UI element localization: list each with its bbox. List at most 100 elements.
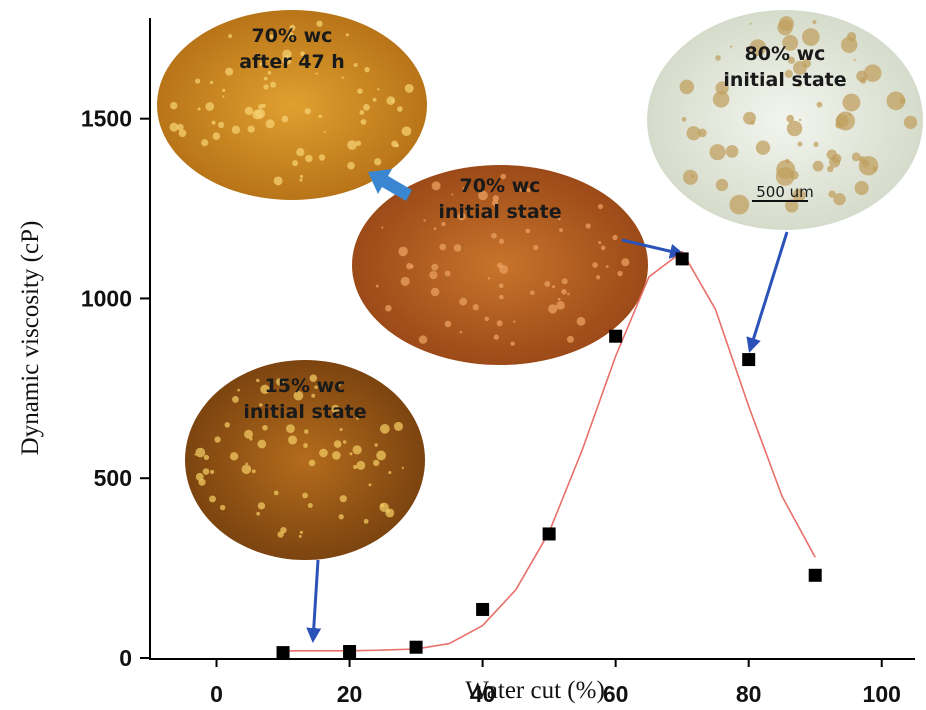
texture-dot: [195, 79, 200, 84]
texture-dot: [592, 262, 598, 268]
texture-dot: [812, 20, 816, 24]
x-tick-label: 20: [337, 681, 363, 707]
texture-dot: [559, 228, 563, 232]
texture-dot: [244, 430, 253, 439]
texture-dot: [340, 428, 343, 431]
texture-dot: [842, 94, 860, 112]
texture-dot: [264, 77, 268, 81]
texture-dot: [319, 154, 325, 160]
texture-dot: [179, 129, 187, 137]
texture-dot: [288, 435, 297, 444]
texture-dot: [296, 148, 304, 156]
texture-dot: [460, 331, 463, 334]
y-tick-label: 0: [119, 645, 132, 671]
texture-dot: [304, 429, 309, 434]
texture-dot: [491, 233, 497, 239]
arrow: [750, 232, 787, 350]
inset-label: after 47 h: [239, 51, 345, 73]
texture-dot: [709, 144, 725, 160]
texture-dot: [246, 463, 248, 465]
texture-dot: [577, 317, 586, 326]
texture-dot: [248, 125, 255, 132]
texture-dot: [258, 502, 265, 509]
texture-dot: [827, 166, 834, 173]
texture-dot: [281, 116, 288, 123]
texture-dot: [473, 304, 479, 310]
texture-dot: [385, 508, 394, 517]
data-point: [410, 641, 423, 654]
data-point: [343, 645, 356, 658]
texture-dot: [308, 503, 313, 508]
texture-dot: [364, 67, 369, 72]
texture-dot: [359, 110, 364, 115]
texture-dot: [237, 389, 240, 392]
texture-dot: [228, 34, 232, 38]
texture-dot: [376, 451, 386, 461]
texture-dot: [373, 98, 377, 102]
texture-dot: [377, 88, 379, 90]
texture-dot: [258, 104, 263, 109]
texture-dot: [388, 471, 391, 474]
inset-label: 80% wc: [745, 43, 826, 65]
texture-dot: [339, 514, 344, 519]
data-point: [809, 569, 822, 582]
texture-dot: [499, 239, 504, 244]
texture-dot: [198, 107, 201, 110]
y-tick-label: 1500: [81, 106, 132, 132]
texture-dot: [497, 320, 503, 326]
texture-dot: [340, 495, 347, 502]
texture-dot: [169, 123, 178, 132]
texture-dot: [832, 154, 842, 164]
texture-dot: [305, 155, 312, 162]
data-point: [476, 603, 489, 616]
texture-dot: [459, 298, 467, 306]
texture-dot: [402, 467, 404, 469]
texture-dot: [510, 341, 514, 345]
texture-dot: [299, 179, 302, 182]
texture-dot: [318, 115, 321, 118]
texture-dot: [445, 271, 451, 277]
texture-dot: [343, 440, 346, 443]
texture-dot: [544, 281, 550, 287]
texture-dot: [552, 285, 555, 288]
texture-dot: [303, 443, 308, 448]
texture-dot: [730, 46, 732, 48]
texture-dot: [715, 55, 720, 60]
data-point: [742, 353, 755, 366]
texture-dot: [256, 512, 260, 516]
texture-dot: [210, 81, 213, 84]
texture-dot: [319, 449, 328, 458]
texture-dot: [454, 244, 462, 252]
texture-dot: [222, 95, 224, 97]
texture-dot: [686, 126, 700, 140]
texture-dot: [756, 140, 770, 154]
texture-dot: [716, 179, 728, 191]
texture-dot: [858, 158, 861, 161]
texture-dot: [726, 145, 739, 158]
inset-label: initial state: [723, 69, 846, 91]
texture-dot: [354, 63, 358, 67]
texture-dot: [828, 190, 835, 197]
texture-dot: [713, 91, 730, 108]
texture-dot: [373, 460, 379, 466]
texture-dot: [432, 181, 441, 190]
texture-dot: [368, 483, 371, 486]
texture-dot: [225, 68, 233, 76]
texture-dot: [548, 304, 557, 313]
texture-dot: [209, 496, 216, 503]
texture-dot: [494, 334, 499, 339]
texture-dot: [598, 241, 601, 244]
texture-dot: [334, 440, 342, 448]
texture-dot: [356, 141, 361, 146]
texture-dot: [380, 424, 390, 434]
texture-dot: [533, 245, 538, 250]
texture-dot: [859, 156, 879, 176]
texture-dot: [256, 379, 259, 382]
texture-dot: [270, 82, 276, 88]
texture-dot: [210, 470, 214, 474]
texture-dot: [385, 305, 392, 312]
texture-dot: [357, 88, 363, 94]
texture-dot: [405, 84, 414, 93]
texture-dot: [431, 264, 438, 271]
inset-label: initial state: [438, 201, 561, 223]
